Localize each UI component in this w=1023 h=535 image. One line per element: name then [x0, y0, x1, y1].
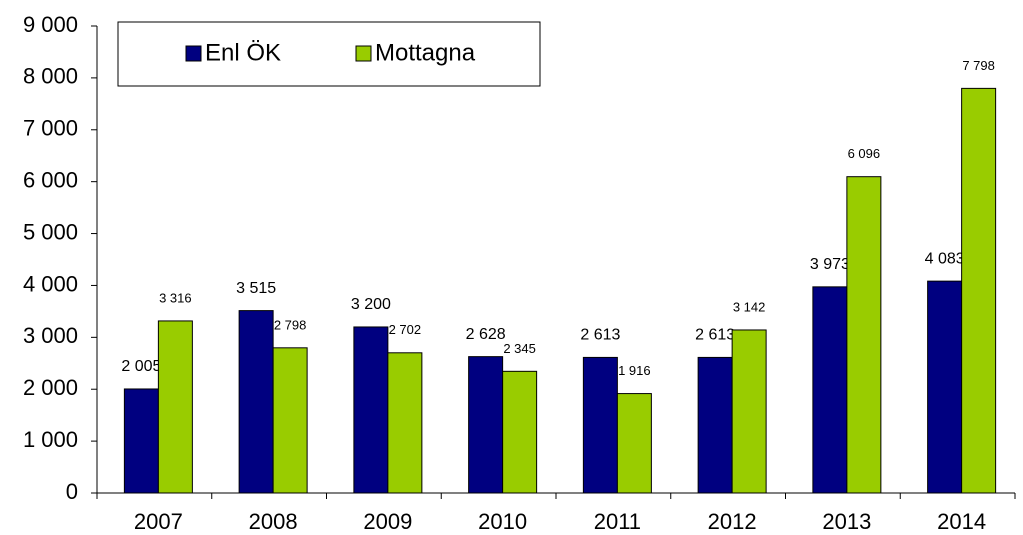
- bar: [697, 356, 733, 494]
- y-tick-label: 0: [66, 479, 78, 504]
- bar: [582, 356, 618, 494]
- x-tick-label: 2007: [134, 509, 183, 534]
- bar: [353, 326, 389, 494]
- x-tick-label: 2012: [708, 509, 757, 534]
- x-tick-label: 2011: [594, 509, 641, 534]
- x-tick-label: 2008: [249, 509, 298, 534]
- value-label: 2 613: [695, 327, 735, 344]
- legend-label: Enl ÖK: [205, 39, 281, 66]
- bar: [272, 347, 308, 494]
- value-label: 2 798: [274, 317, 307, 332]
- value-label: 3 515: [236, 280, 276, 297]
- y-tick-label: 2 000: [23, 375, 78, 400]
- value-label: 2 345: [503, 341, 536, 356]
- bar: [846, 176, 882, 494]
- y-tick-label: 7 000: [23, 116, 78, 141]
- value-label: 2 628: [466, 326, 506, 343]
- legend-swatch: [185, 45, 202, 62]
- value-label: 3 973: [810, 256, 850, 273]
- bar: [927, 280, 963, 494]
- x-tick-label: 2009: [363, 509, 412, 534]
- y-tick-label: 1 000: [23, 427, 78, 452]
- bar: [123, 388, 159, 494]
- value-label: 1 916: [618, 363, 651, 378]
- value-label: 2 005: [121, 358, 161, 375]
- bar: [502, 370, 538, 494]
- value-label: 3 316: [159, 290, 192, 305]
- bar: [961, 87, 997, 494]
- legend-label: Mottagna: [375, 39, 476, 66]
- x-tick-label: 2014: [937, 509, 986, 534]
- bar: [616, 393, 652, 494]
- legend-box: [117, 21, 541, 87]
- bar: [238, 310, 274, 494]
- bar: [812, 286, 848, 494]
- x-tick-label: 2013: [822, 509, 871, 534]
- bar: [468, 356, 504, 494]
- y-tick-label: 8 000: [23, 64, 78, 89]
- value-label: 2 613: [580, 327, 620, 344]
- x-tick-label: 2010: [478, 509, 527, 534]
- value-label: 2 702: [389, 322, 422, 337]
- legend-swatch: [355, 45, 372, 62]
- value-label: 3 142: [733, 299, 766, 314]
- value-label: 3 200: [351, 296, 391, 313]
- value-label: 6 096: [848, 146, 881, 161]
- y-tick-label: 9 000: [23, 12, 78, 37]
- bar: [387, 352, 423, 494]
- value-label: 4 083: [925, 250, 965, 267]
- bar: [157, 320, 193, 494]
- bar: [731, 329, 767, 494]
- value-label: 7 798: [962, 58, 995, 73]
- y-tick-label: 3 000: [23, 323, 78, 348]
- y-tick-label: 4 000: [23, 271, 78, 296]
- y-tick-label: 6 000: [23, 167, 78, 192]
- y-tick-label: 5 000: [23, 219, 78, 244]
